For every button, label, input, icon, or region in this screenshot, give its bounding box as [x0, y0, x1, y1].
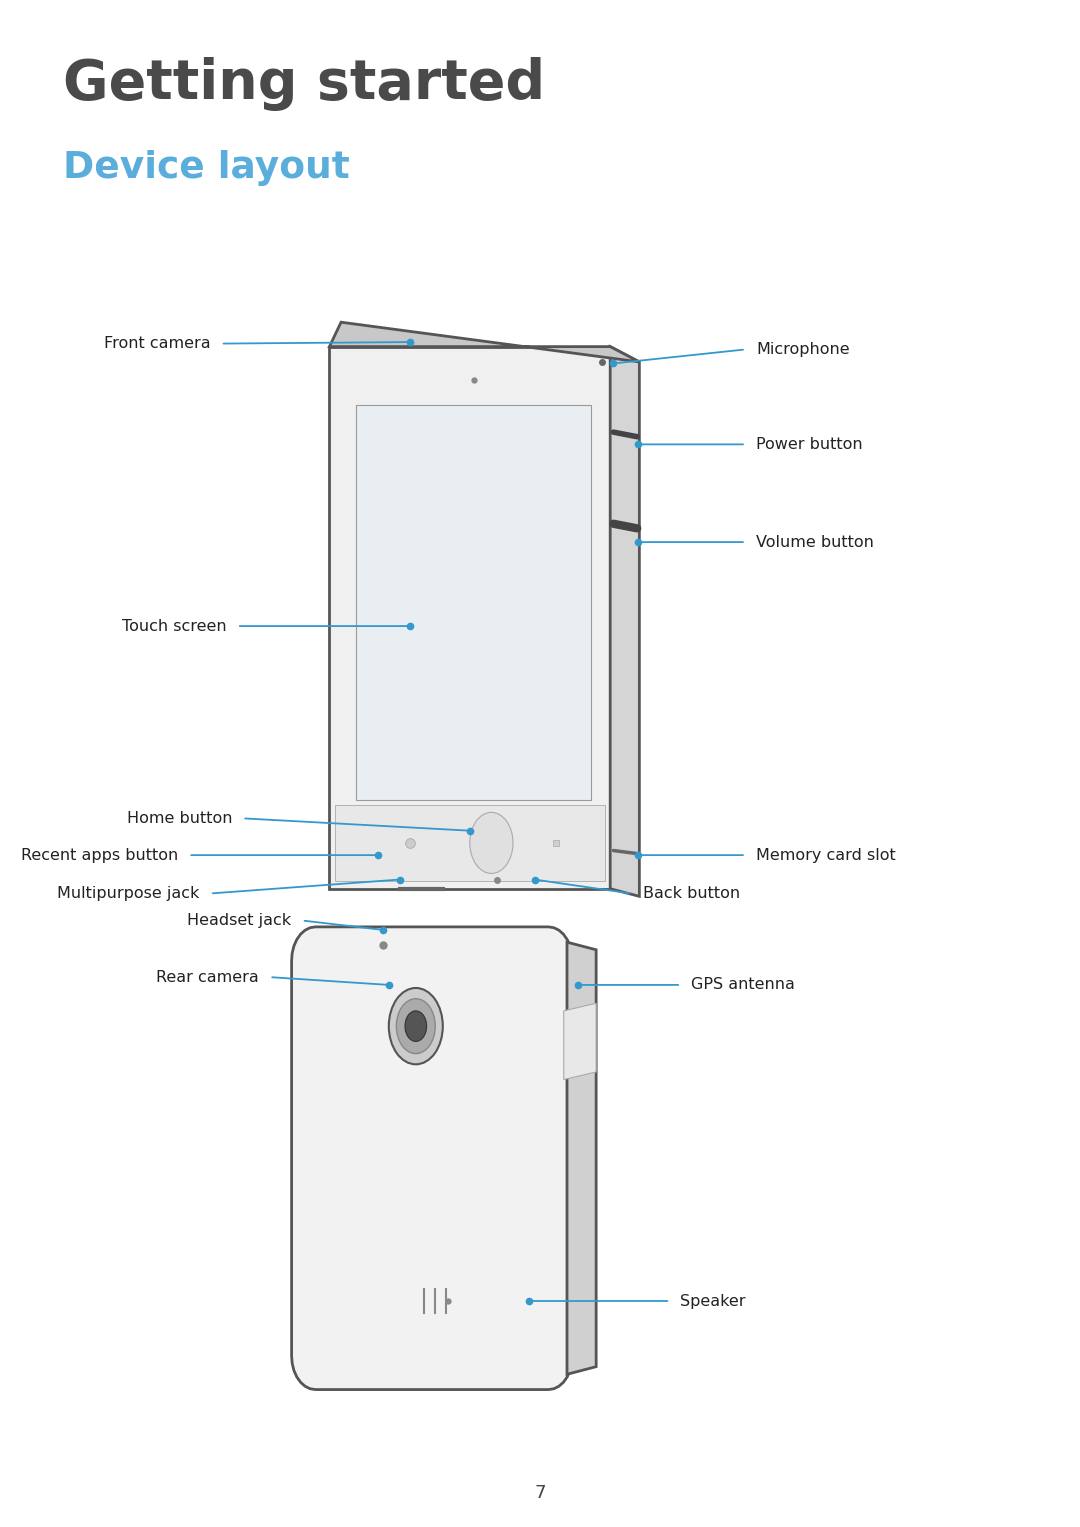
Text: Back button: Back button	[643, 886, 740, 901]
Text: Device layout: Device layout	[63, 150, 350, 186]
Text: 7: 7	[535, 1484, 545, 1503]
Polygon shape	[292, 927, 572, 1390]
Circle shape	[389, 988, 443, 1064]
Text: Home button: Home button	[126, 811, 232, 826]
Polygon shape	[335, 805, 605, 881]
Text: GPS antenna: GPS antenna	[691, 977, 795, 993]
Text: Rear camera: Rear camera	[157, 970, 259, 985]
Circle shape	[405, 1011, 427, 1041]
Text: Volume button: Volume button	[756, 534, 874, 550]
Polygon shape	[610, 347, 639, 896]
Text: Microphone: Microphone	[756, 342, 850, 357]
Text: Recent apps button: Recent apps button	[21, 847, 178, 863]
Polygon shape	[567, 942, 596, 1374]
Text: Headset jack: Headset jack	[188, 913, 292, 928]
Text: Power button: Power button	[756, 437, 863, 452]
Text: Getting started: Getting started	[63, 56, 544, 111]
Text: Touch screen: Touch screen	[122, 618, 227, 634]
Text: Memory card slot: Memory card slot	[756, 847, 895, 863]
Text: Multipurpose jack: Multipurpose jack	[57, 886, 200, 901]
Text: Front camera: Front camera	[104, 336, 211, 351]
Circle shape	[396, 999, 435, 1054]
Polygon shape	[329, 322, 639, 362]
Polygon shape	[329, 347, 610, 889]
Text: Speaker: Speaker	[680, 1293, 746, 1309]
Polygon shape	[356, 405, 591, 800]
Polygon shape	[564, 1003, 596, 1080]
Circle shape	[470, 812, 513, 873]
